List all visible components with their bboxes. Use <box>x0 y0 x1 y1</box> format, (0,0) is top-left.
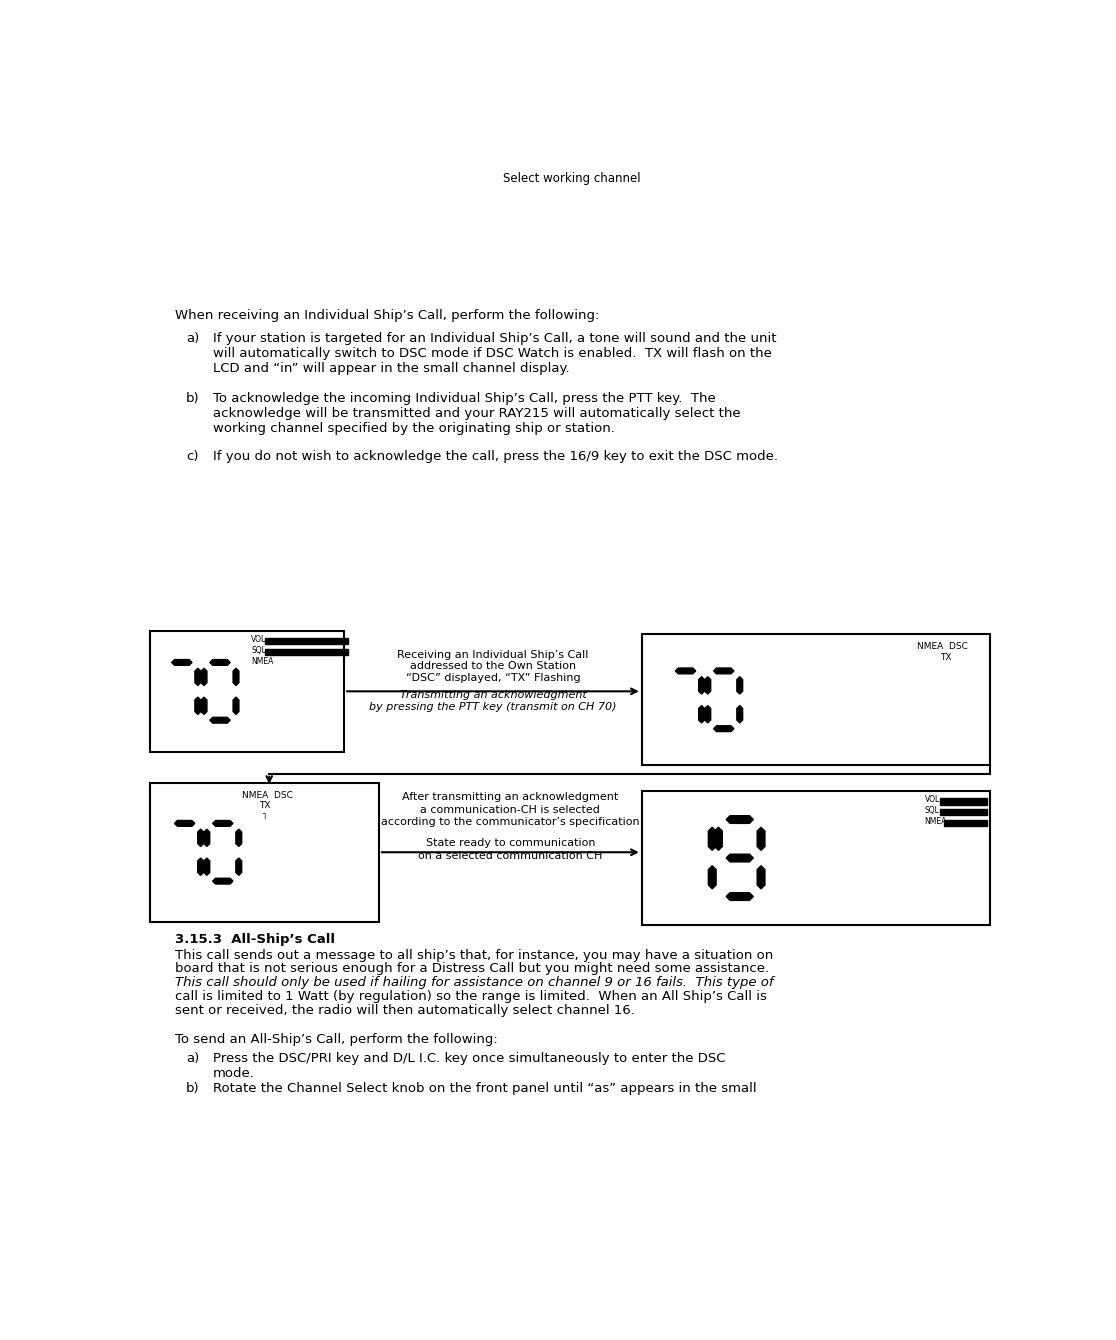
Text: SQL: SQL <box>251 646 266 655</box>
Polygon shape <box>727 854 753 862</box>
Text: If your station is targeted for an Individual Ship’s Call, a tone will sound and: If your station is targeted for an Indiv… <box>213 332 777 375</box>
Text: Rotate the Channel Select knob on the front panel until “as” appears in the smal: Rotate the Channel Select knob on the fr… <box>213 1083 757 1096</box>
Bar <box>642 791 991 926</box>
Text: ˥: ˥ <box>261 812 266 821</box>
Text: SQL: SQL <box>924 807 940 815</box>
Polygon shape <box>174 820 195 827</box>
Text: Press the DSC/PRI key and D/L I.C. key once simultaneously to enter the DSC
mode: Press the DSC/PRI key and D/L I.C. key o… <box>213 1052 725 1080</box>
Polygon shape <box>235 858 242 875</box>
Polygon shape <box>204 858 210 875</box>
Polygon shape <box>713 726 734 732</box>
Polygon shape <box>727 816 753 823</box>
Text: NMEA: NMEA <box>924 817 947 825</box>
Text: TX: TX <box>940 653 952 662</box>
Text: a): a) <box>186 332 200 344</box>
Text: c): c) <box>186 450 199 464</box>
Polygon shape <box>210 717 230 724</box>
Polygon shape <box>210 659 230 666</box>
Polygon shape <box>757 866 764 888</box>
Text: “DSC” displayed, “TX” Flashing: “DSC” displayed, “TX” Flashing <box>405 673 580 683</box>
Polygon shape <box>737 677 742 694</box>
Text: a): a) <box>186 1052 200 1065</box>
Text: After transmitting an acknowledgment: After transmitting an acknowledgment <box>402 792 618 803</box>
Polygon shape <box>201 697 206 714</box>
Polygon shape <box>235 829 242 847</box>
Polygon shape <box>213 878 233 884</box>
Text: TX: TX <box>259 801 270 811</box>
Bar <box>940 799 987 804</box>
Polygon shape <box>233 697 239 714</box>
Text: VOL: VOL <box>251 635 267 645</box>
Polygon shape <box>699 706 704 722</box>
Text: Receiving an Individual Ship’s Call
addressed to the Own Station: Receiving an Individual Ship’s Call addr… <box>397 650 588 671</box>
Text: NMEA  DSC: NMEA DSC <box>242 791 292 800</box>
Polygon shape <box>675 669 695 674</box>
Polygon shape <box>727 892 753 900</box>
Polygon shape <box>709 866 716 888</box>
Bar <box>944 820 987 825</box>
Text: b): b) <box>186 391 200 405</box>
Polygon shape <box>705 706 711 722</box>
Text: To acknowledge the incoming Individual Ship’s Call, press the PTT key.  The
ackn: To acknowledge the incoming Individual S… <box>213 391 741 434</box>
Polygon shape <box>233 669 239 686</box>
Text: NMEA  DSC: NMEA DSC <box>917 642 968 651</box>
Polygon shape <box>195 669 201 686</box>
Polygon shape <box>713 669 734 674</box>
Polygon shape <box>705 677 711 694</box>
Text: call is limited to 1 Watt (by regulation) so the range is limited.  When an All : call is limited to 1 Watt (by regulation… <box>175 990 767 1004</box>
Text: When receiving an Individual Ship’s Call, perform the following:: When receiving an Individual Ship’s Call… <box>175 310 599 323</box>
Polygon shape <box>699 677 704 694</box>
Text: This call sends out a message to all ship’s that, for instance, you may have a s: This call sends out a message to all shi… <box>175 949 773 962</box>
Bar <box>266 638 348 645</box>
Polygon shape <box>709 827 716 851</box>
Text: board that is not serious enough for a Distress Call but you might need some ass: board that is not serious enough for a D… <box>175 962 769 976</box>
Polygon shape <box>213 820 233 827</box>
Polygon shape <box>737 706 742 722</box>
Text: sent or received, the radio will then automatically select channel 16.: sent or received, the radio will then au… <box>175 1004 635 1017</box>
Text: on a selected communication CH: on a selected communication CH <box>418 851 603 860</box>
Text: 3.15.3  All-Ship’s Call: 3.15.3 All-Ship’s Call <box>175 933 335 946</box>
Polygon shape <box>204 829 210 847</box>
Text: b): b) <box>186 1083 200 1096</box>
Bar <box>642 634 991 765</box>
Text: NMEA: NMEA <box>251 657 273 666</box>
Text: Transmitting an acknowledgment: Transmitting an acknowledgment <box>400 690 586 699</box>
Polygon shape <box>757 827 764 851</box>
Text: according to the communicator’s specification: according to the communicator’s specific… <box>381 817 639 827</box>
Text: This call should only be used if hailing for assistance on channel 9 or 16 fails: This call should only be used if hailing… <box>175 977 773 989</box>
Text: State ready to communication: State ready to communication <box>425 839 595 848</box>
Polygon shape <box>198 858 203 875</box>
Text: If you do not wish to acknowledge the call, press the 16/9 key to exit the DSC m: If you do not wish to acknowledge the ca… <box>213 450 778 464</box>
Bar <box>151 631 344 752</box>
Text: a communication-CH is selected: a communication-CH is selected <box>421 804 600 815</box>
Bar <box>151 783 379 922</box>
Polygon shape <box>714 827 722 851</box>
Polygon shape <box>198 829 203 847</box>
Text: VOL: VOL <box>924 795 940 804</box>
Text: To send an All-Ship’s Call, perform the following:: To send an All-Ship’s Call, perform the … <box>175 1033 498 1047</box>
Bar <box>940 809 987 815</box>
Text: by pressing the PTT key (transmit on CH 70): by pressing the PTT key (transmit on CH … <box>369 702 617 712</box>
Bar <box>266 649 348 655</box>
Text: Select working channel: Select working channel <box>503 172 641 185</box>
Polygon shape <box>172 659 192 666</box>
Polygon shape <box>195 697 201 714</box>
Polygon shape <box>201 669 206 686</box>
